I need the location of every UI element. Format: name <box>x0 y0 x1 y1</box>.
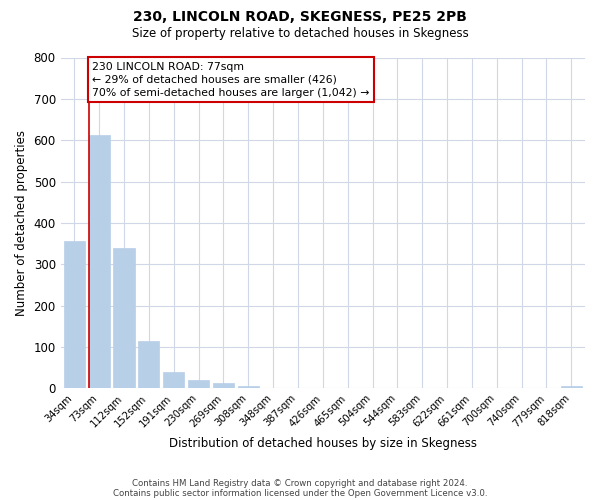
Bar <box>238 386 259 388</box>
Bar <box>89 135 110 388</box>
Bar <box>113 248 134 388</box>
Bar <box>188 380 209 388</box>
Text: Contains HM Land Registry data © Crown copyright and database right 2024.: Contains HM Land Registry data © Crown c… <box>132 478 468 488</box>
Text: Contains public sector information licensed under the Open Government Licence v3: Contains public sector information licen… <box>113 488 487 498</box>
Bar <box>561 386 582 388</box>
Text: 230, LINCOLN ROAD, SKEGNESS, PE25 2PB: 230, LINCOLN ROAD, SKEGNESS, PE25 2PB <box>133 10 467 24</box>
X-axis label: Distribution of detached houses by size in Skegness: Distribution of detached houses by size … <box>169 437 477 450</box>
Text: Size of property relative to detached houses in Skegness: Size of property relative to detached ho… <box>131 28 469 40</box>
Bar <box>64 242 85 388</box>
Bar <box>213 383 234 388</box>
Y-axis label: Number of detached properties: Number of detached properties <box>15 130 28 316</box>
Bar <box>163 372 184 388</box>
Text: 230 LINCOLN ROAD: 77sqm
← 29% of detached houses are smaller (426)
70% of semi-d: 230 LINCOLN ROAD: 77sqm ← 29% of detache… <box>92 62 370 98</box>
Bar <box>139 342 160 388</box>
